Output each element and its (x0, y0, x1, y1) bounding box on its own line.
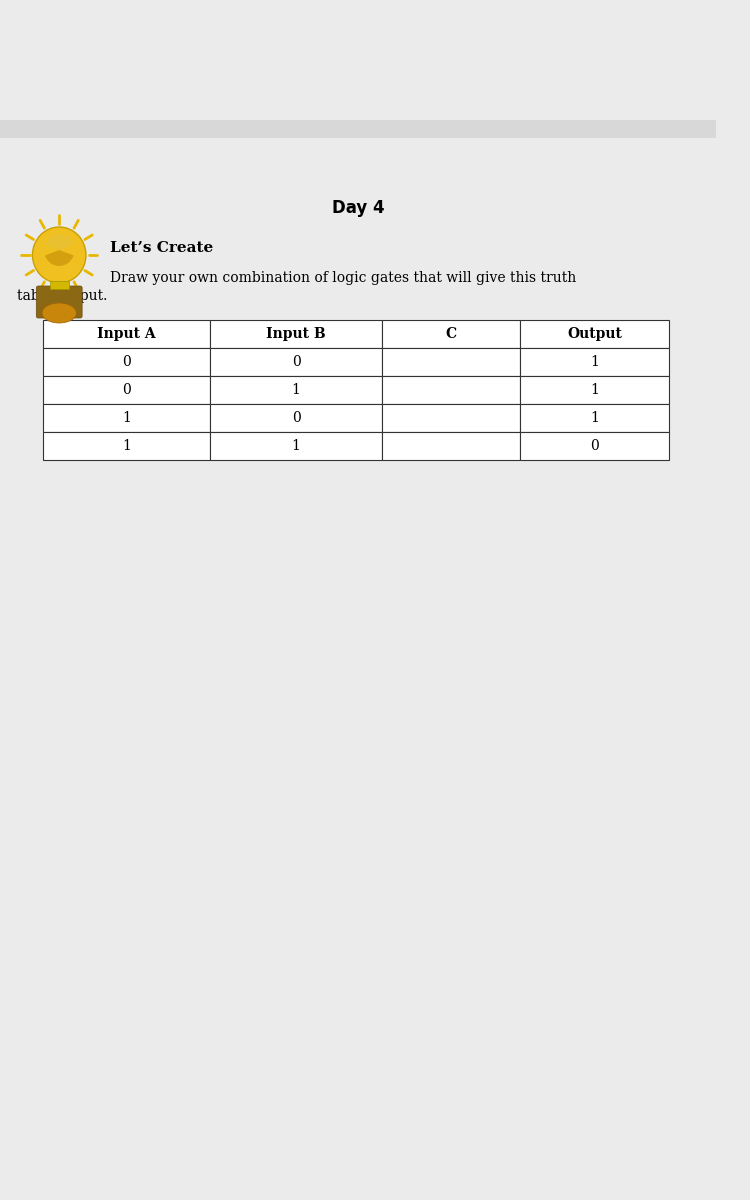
Bar (43, 348, 210, 376)
Bar (382, 320, 520, 348)
Bar (210, 404, 382, 432)
Text: Input B: Input B (266, 326, 326, 341)
Bar (43, 432, 210, 460)
Text: 1: 1 (590, 383, 599, 397)
Text: Draw your own combination of logic gates that will give this truth: Draw your own combination of logic gates… (110, 271, 576, 284)
Bar (520, 432, 668, 460)
Text: 0: 0 (590, 439, 598, 452)
Text: 0: 0 (122, 355, 131, 370)
Text: 0: 0 (292, 355, 301, 370)
Text: 0: 0 (122, 383, 131, 397)
Text: 0: 0 (292, 410, 301, 425)
Bar (50, 281, 69, 289)
Bar (210, 320, 382, 348)
Text: Day 4: Day 4 (332, 199, 385, 217)
FancyBboxPatch shape (36, 286, 82, 318)
Bar (382, 376, 520, 404)
Text: 1: 1 (122, 410, 131, 425)
Bar (382, 348, 520, 376)
Text: 1: 1 (292, 439, 301, 452)
Bar (382, 432, 520, 460)
Text: 1: 1 (122, 439, 131, 452)
Text: Let’s Create: Let’s Create (110, 241, 213, 254)
Text: 1: 1 (590, 410, 599, 425)
Bar (520, 404, 668, 432)
Text: 1: 1 (590, 355, 599, 370)
Bar (520, 376, 668, 404)
Bar (43, 376, 210, 404)
Ellipse shape (42, 302, 76, 323)
Bar (382, 404, 520, 432)
Text: C: C (446, 326, 457, 341)
Text: Input A: Input A (98, 326, 156, 341)
Text: Output: Output (567, 326, 622, 341)
Text: table output.: table output. (17, 289, 107, 302)
Bar (43, 404, 210, 432)
Text: 1: 1 (292, 383, 301, 397)
Bar (210, 376, 382, 404)
Bar (210, 432, 382, 460)
Bar (520, 348, 668, 376)
Circle shape (32, 227, 86, 283)
Wedge shape (45, 234, 74, 250)
Bar (520, 320, 668, 348)
Bar (210, 348, 382, 376)
Bar (0, 120, 716, 138)
Wedge shape (45, 250, 74, 266)
Bar (43, 320, 210, 348)
